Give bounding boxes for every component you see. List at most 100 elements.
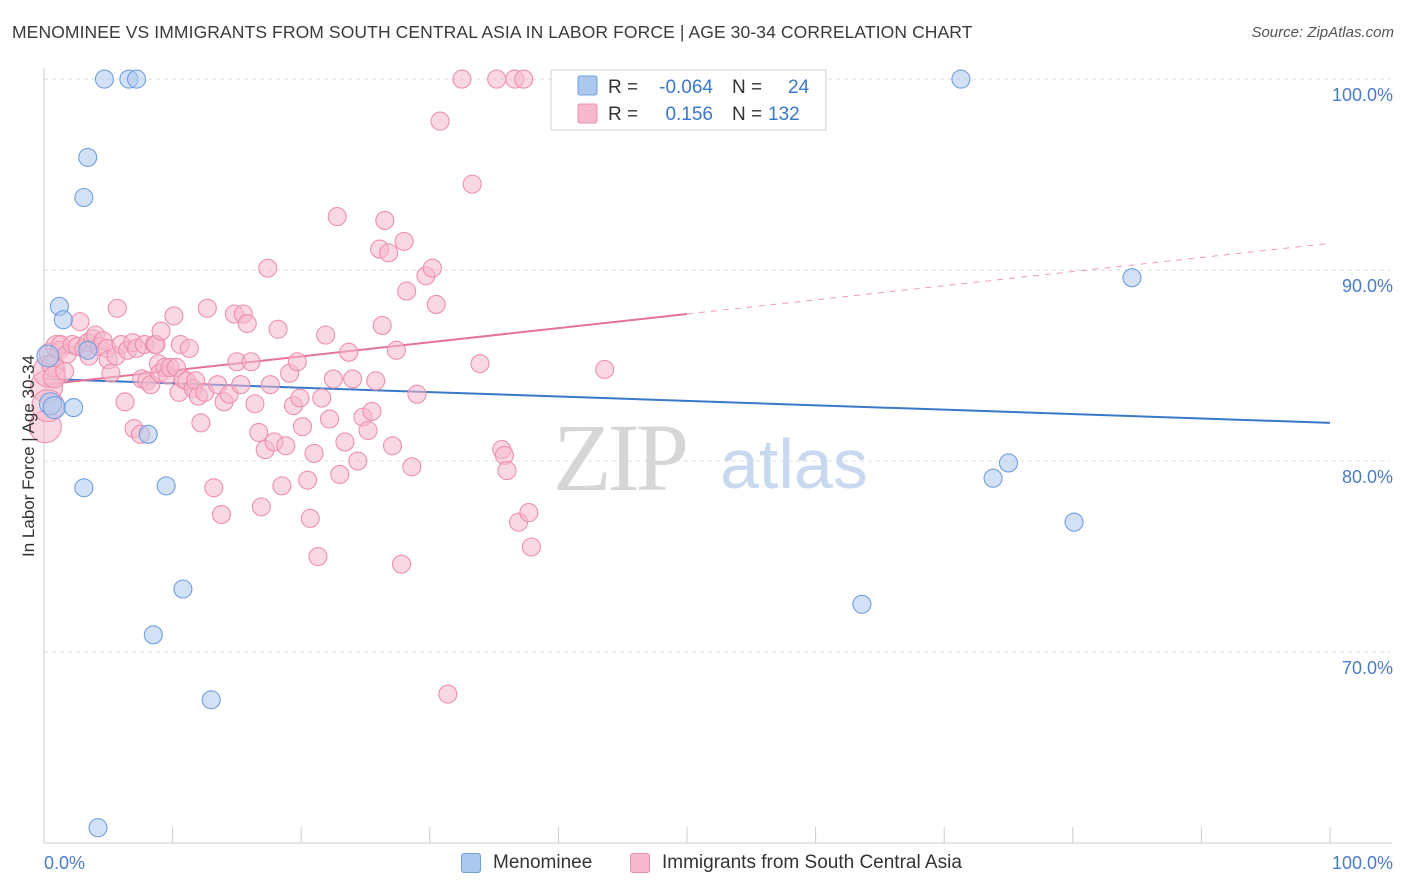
point-pink-92 (323, 369, 343, 389)
point-pink-85 (298, 470, 318, 490)
point-pink-111 (397, 281, 417, 301)
y-tick-label-70: 70.0% (1342, 658, 1393, 678)
point-pink-82 (287, 352, 307, 372)
point-pink-69 (241, 352, 261, 372)
chart-title: MENOMINEE VS IMMIGRANTS FROM SOUTH CENTR… (12, 22, 973, 42)
legend-label-menominee: Menominee (493, 852, 593, 873)
point-pink-10 (55, 361, 75, 381)
point-blue-10 (88, 818, 108, 838)
point-blue-20 (951, 69, 971, 89)
point-blue-16 (156, 476, 176, 496)
point-blue-5 (64, 398, 84, 418)
point-pink-125 (497, 461, 517, 481)
point-blue-15 (143, 625, 163, 645)
point-pink-14 (70, 312, 90, 332)
point-blue-22 (998, 453, 1019, 473)
point-pink-90 (316, 325, 336, 345)
point-pink-120 (462, 174, 482, 194)
point-pink-129 (519, 503, 539, 523)
x-tick-labels: 0.0% 100.0% (44, 853, 1393, 873)
point-pink-108 (386, 340, 406, 360)
point-pink-70 (245, 394, 265, 414)
point-pink-117 (430, 111, 450, 131)
legend-label-immigrants: Immigrants from South Central Asia (662, 852, 962, 873)
point-pink-107 (382, 436, 403, 456)
point-blue-6 (74, 187, 94, 208)
point-pink-56 (191, 413, 211, 433)
legend-item-menominee: Menominee (461, 852, 592, 874)
point-pink-133 (595, 359, 615, 379)
point-blue-2 (42, 396, 66, 420)
data-points (28, 69, 1142, 838)
source-label: Source: ZipAtlas.com (1251, 24, 1394, 41)
point-pink-105 (375, 210, 395, 230)
point-pink-61 (211, 504, 232, 525)
point-pink-102 (366, 371, 386, 391)
point-blue-21 (983, 468, 1003, 488)
point-pink-26 (107, 298, 127, 318)
point-blue-11 (94, 69, 114, 89)
point-pink-106 (379, 243, 399, 263)
point-pink-113 (407, 384, 427, 404)
trendline-pink-dashed (686, 242, 1331, 315)
point-pink-94 (330, 464, 350, 484)
bottom-legend: Menominee Immigrants from South Central … (0, 852, 1406, 878)
stats-n-value-pink: 132 (768, 104, 800, 125)
stats-r-value-pink: 0.156 (665, 104, 713, 125)
point-pink-110 (394, 231, 414, 251)
stats-swatch-pink (577, 103, 598, 124)
stats-n-label-blue: N = (732, 77, 762, 98)
point-pink-122 (487, 69, 507, 89)
point-pink-119 (452, 69, 472, 89)
point-blue-17 (173, 579, 193, 599)
point-blue-18 (201, 690, 221, 710)
point-pink-68 (237, 313, 257, 334)
stats-r-label-pink: R = (608, 104, 638, 125)
point-pink-46 (164, 306, 184, 326)
point-pink-59 (204, 478, 224, 498)
x-tick-label-min: 0.0% (44, 853, 85, 873)
point-pink-72 (251, 497, 271, 517)
point-pink-89 (312, 388, 332, 408)
legend-item-immigrants: Immigrants from South Central Asia (630, 852, 962, 874)
y-tick-label-100: 100.0% (1332, 85, 1393, 105)
point-pink-79 (276, 436, 296, 456)
point-blue-19 (852, 594, 872, 614)
point-pink-28 (115, 392, 135, 412)
point-blue-9 (78, 340, 98, 360)
point-pink-121 (470, 354, 490, 374)
y-tick-label-80: 80.0% (1342, 467, 1393, 487)
legend-swatch-immigrants (630, 853, 650, 873)
point-pink-84 (292, 417, 313, 437)
watermark: ZIP atlas (553, 404, 868, 511)
stats-n-label-pink: N = (732, 104, 762, 125)
point-pink-71 (249, 422, 269, 442)
point-blue-23 (1064, 512, 1084, 532)
point-pink-118 (438, 684, 458, 704)
point-pink-130 (521, 537, 541, 557)
point-pink-95 (335, 432, 355, 452)
y-tick-labels: 70.0% 80.0% 90.0% 100.0% (1332, 85, 1393, 678)
y-axis-label: In Labor Force | Age 30-34 (19, 355, 38, 557)
x-tick-label-max: 100.0% (1332, 853, 1393, 873)
point-pink-104 (372, 315, 392, 336)
point-pink-78 (272, 476, 292, 496)
stats-n-value-blue: 24 (788, 77, 810, 98)
point-pink-24 (101, 363, 121, 383)
point-pink-112 (402, 457, 422, 477)
point-pink-83 (290, 388, 310, 408)
stats-swatch-blue (577, 75, 598, 96)
point-pink-75 (260, 375, 280, 395)
stats-legend: R = -0.064 N = 24 R = 0.156 N = 132 (550, 69, 827, 131)
point-pink-101 (362, 401, 382, 421)
stats-r-label-blue: R = (608, 77, 638, 98)
trendline-blue (43, 377, 1331, 424)
point-pink-42 (151, 321, 171, 341)
point-pink-88 (308, 546, 328, 567)
point-pink-87 (304, 443, 324, 463)
point-blue-0 (36, 344, 60, 368)
point-pink-100 (358, 420, 378, 441)
point-pink-93 (327, 207, 347, 227)
point-pink-58 (197, 298, 217, 318)
